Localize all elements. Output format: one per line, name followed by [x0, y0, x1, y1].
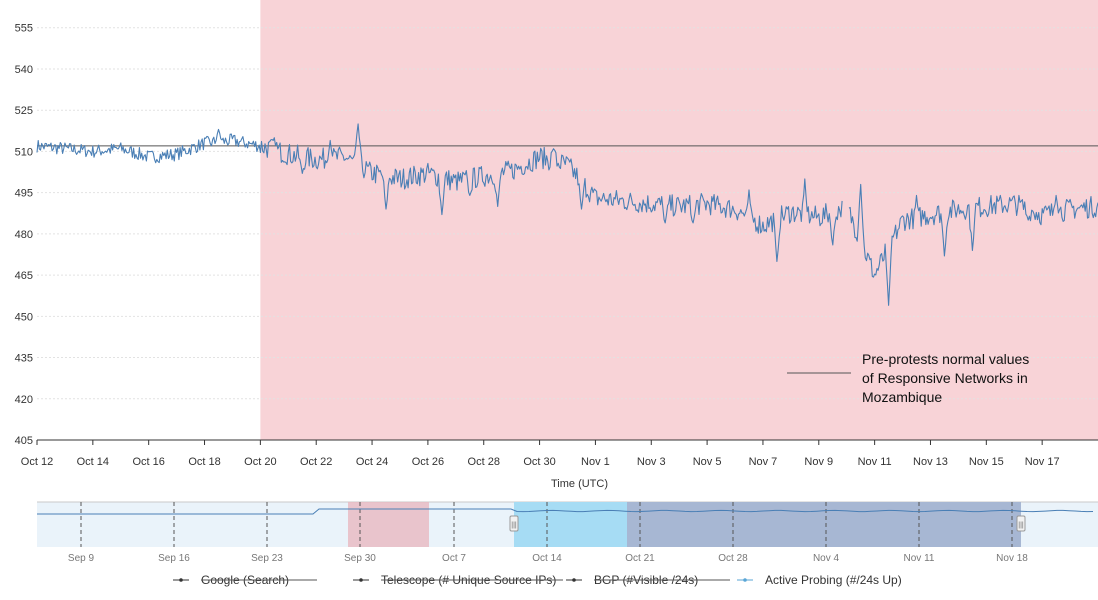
x-tick-label: Oct 26: [412, 456, 444, 468]
y-tick-label: 405: [15, 435, 33, 447]
y-tick-label: 450: [15, 311, 33, 323]
range-navigator[interactable]: Sep 9 Sep 16 Sep 23 Sep 30 Oct 7 Oct 14 Oct 21…: [37, 502, 1098, 564]
navigator-handle-glyph: |||: [511, 522, 517, 529]
x-tick-label: Oct 14: [77, 456, 109, 468]
x-tick-label: Nov 7: [749, 456, 778, 468]
x-tick-label: Oct 24: [356, 456, 388, 468]
x-tick-label: Oct 22: [300, 456, 332, 468]
navigator-tick-label: Sep 23: [251, 553, 283, 564]
legend-item[interactable]: Active Probing (#/24s Up): [737, 573, 902, 587]
x-tick-label: Nov 17: [1025, 456, 1060, 468]
navigator-right-handle[interactable]: |||: [1017, 516, 1025, 531]
navigator-selected-window[interactable]: [627, 502, 1021, 547]
x-tick-label: Nov 13: [913, 456, 948, 468]
series-legend: Google (Search) Telescope (# Unique Sourc…: [173, 573, 902, 587]
navigator-tick-label: Oct 7: [442, 553, 466, 564]
x-tick-label: Oct 18: [188, 456, 220, 468]
navigator-tick-label: Oct 28: [718, 553, 748, 564]
legend-swatch-marker: [572, 578, 576, 582]
x-tick-label: Nov 1: [581, 456, 610, 468]
y-tick-label: 510: [15, 146, 33, 158]
navigator-tick-label: Nov 11: [904, 553, 935, 564]
navigator-left-handle[interactable]: |||: [510, 516, 518, 531]
x-tick-label: Oct 28: [468, 456, 500, 468]
legend-item[interactable]: Google (Search): [173, 573, 317, 587]
annotation-label-line: Mozambique: [862, 389, 942, 405]
x-tick-label: Oct 12: [21, 456, 53, 468]
y-tick-label: 495: [15, 188, 33, 200]
legend-item[interactable]: BGP (#Visible /24s): [566, 573, 730, 587]
navigator-tick-label: Oct 14: [532, 553, 562, 564]
annotation-label-line: Pre-protests normal values: [862, 351, 1029, 367]
y-tick-label: 435: [15, 353, 33, 365]
x-tick-label: Oct 16: [132, 456, 164, 468]
x-tick-label: Oct 30: [523, 456, 555, 468]
navigator-tick-label: Sep 30: [344, 553, 376, 564]
y-tick-label: 420: [15, 394, 33, 406]
navigator-tick-label: Sep 16: [158, 553, 190, 564]
y-tick-label: 555: [15, 23, 33, 35]
y-tick-label: 540: [15, 64, 33, 76]
x-tick-label: Oct 20: [244, 456, 276, 468]
navigator-selected-light: [514, 502, 627, 547]
legend-swatch-marker: [359, 578, 363, 582]
x-axis-title: Time (UTC): [551, 478, 608, 490]
navigator-tick-label: Oct 21: [625, 553, 655, 564]
navigator-tick-label: Nov 4: [813, 553, 840, 564]
navigator-tick-label: Nov 18: [996, 553, 1028, 564]
y-tick-label: 525: [15, 105, 33, 117]
x-tick-label: Nov 15: [969, 456, 1004, 468]
x-tick-label: Nov 3: [637, 456, 666, 468]
annotation-label-line: of Responsive Networks in: [862, 370, 1028, 386]
x-tick-label: Nov 11: [858, 456, 892, 468]
legend-item[interactable]: Telescope (# Unique Source IPs): [353, 573, 563, 587]
y-tick-label: 480: [15, 229, 33, 241]
legend-swatch-marker: [743, 578, 747, 582]
y-tick-label: 465: [15, 270, 33, 282]
navigator-handle-glyph: |||: [1018, 522, 1024, 529]
legend-swatch-marker: [179, 578, 183, 582]
x-tick-label: Nov 5: [693, 456, 722, 468]
main-plot-area: 405 420 435 450 465 480 495 510 525 540 555 Oct 12 O…: [15, 0, 1098, 490]
legend-item-label: Active Probing (#/24s Up): [765, 573, 902, 587]
navigator-tick-label: Sep 9: [68, 553, 95, 564]
x-tick-label: Nov 9: [804, 456, 833, 468]
